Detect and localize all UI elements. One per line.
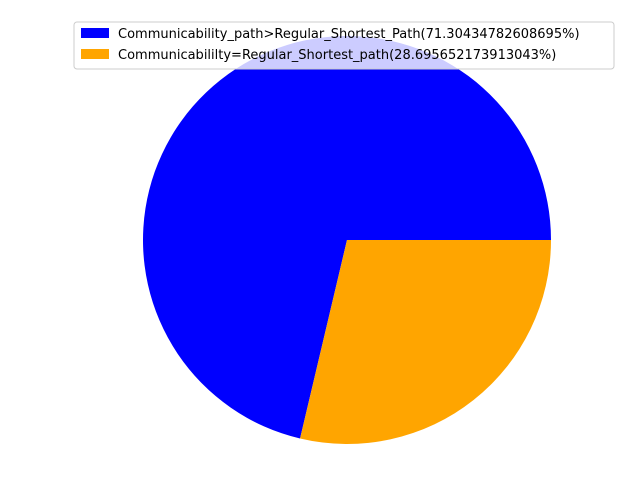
legend-swatch-1 <box>81 49 109 59</box>
pie-slice-1 <box>300 240 551 444</box>
pie-slice-0 <box>143 36 552 439</box>
legend-swatch-0 <box>81 28 109 38</box>
pie-slices <box>143 36 552 444</box>
legend-label-0: Communicability_path>Regular_Shortest_Pa… <box>118 27 580 42</box>
legend-frame <box>73 21 615 70</box>
legend: Communicability_path>Regular_Shortest_Pa… <box>73 21 615 70</box>
legend-label-1: Communicabililty=Regular_Shortest_path(2… <box>118 48 556 63</box>
